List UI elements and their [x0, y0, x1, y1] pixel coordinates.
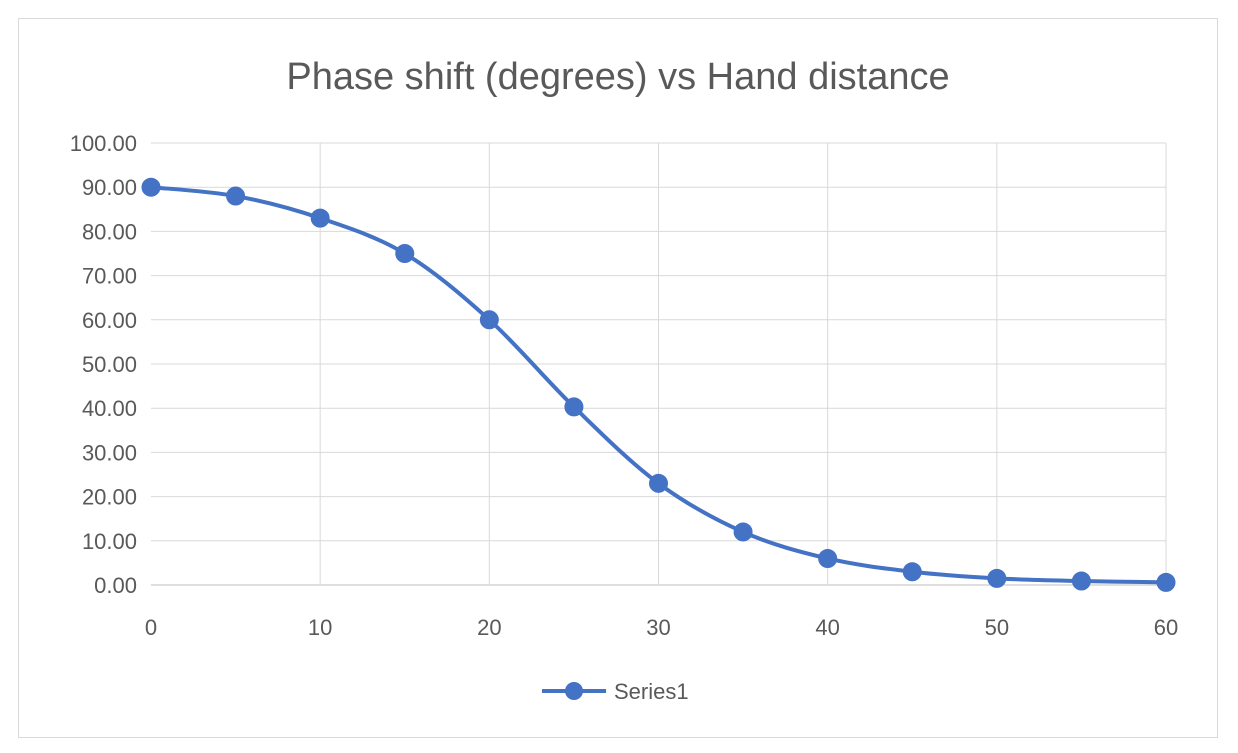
y-tick-label: 70.00: [82, 264, 137, 289]
data-point[interactable]: [733, 522, 753, 542]
x-tick-label: 40: [815, 615, 839, 640]
data-point[interactable]: [226, 186, 246, 206]
x-axis-tick-labels: 0 10 20 30 40 50 60: [145, 615, 1178, 640]
data-point[interactable]: [141, 177, 161, 197]
legend-marker-swatch: [565, 682, 583, 700]
y-tick-label: 90.00: [82, 175, 137, 200]
data-point[interactable]: [479, 310, 499, 330]
series-group: [141, 177, 1176, 592]
x-tick-label: 0: [145, 615, 157, 640]
y-tick-label: 30.00: [82, 440, 137, 465]
data-point[interactable]: [564, 397, 584, 417]
chart-title: Phase shift (degrees) vs Hand distance: [286, 56, 949, 98]
y-tick-label: 50.00: [82, 352, 137, 377]
chart-area: Phase shift (degrees) vs Hand distance 0…: [18, 18, 1218, 738]
data-point[interactable]: [310, 208, 330, 228]
grid-lines: [151, 142, 1167, 586]
x-tick-label: 30: [646, 615, 670, 640]
legend-label: Series1: [614, 679, 689, 704]
y-tick-label: 60.00: [82, 308, 137, 333]
data-point[interactable]: [1071, 571, 1091, 591]
y-tick-label: 20.00: [82, 485, 137, 510]
x-tick-label: 10: [308, 615, 332, 640]
y-tick-label: 0.00: [94, 573, 137, 598]
data-point[interactable]: [818, 548, 838, 568]
x-tick-label: 50: [985, 615, 1009, 640]
y-tick-label: 40.00: [82, 396, 137, 421]
x-tick-label: 60: [1154, 615, 1178, 640]
legend[interactable]: Series1: [542, 679, 689, 704]
y-tick-label: 80.00: [82, 219, 137, 244]
data-point[interactable]: [1156, 572, 1176, 592]
chart-svg: Phase shift (degrees) vs Hand distance 0…: [70, 56, 1179, 704]
data-point[interactable]: [902, 562, 922, 582]
y-tick-label: 10.00: [82, 529, 137, 554]
y-tick-label: 100.00: [70, 131, 137, 156]
data-point[interactable]: [395, 244, 415, 263]
data-point[interactable]: [987, 568, 1007, 588]
x-tick-label: 20: [477, 615, 501, 640]
y-axis-tick-labels: 0.00 10.00 20.00 30.00 40.00 50.00 60.00 70.00 8…: [70, 131, 137, 598]
data-point[interactable]: [649, 473, 668, 493]
